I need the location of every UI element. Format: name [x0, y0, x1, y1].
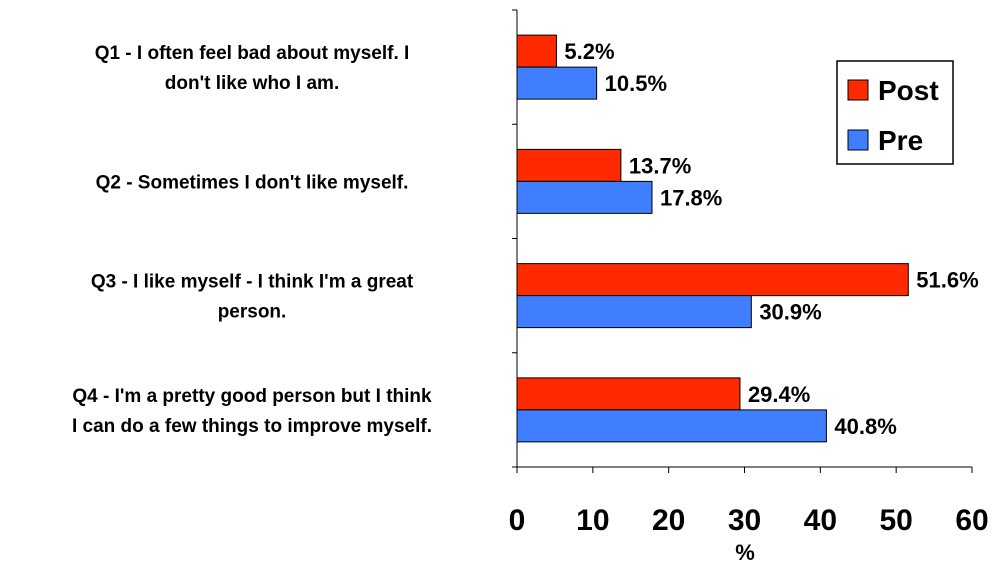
data-label: 10.5%	[605, 71, 667, 96]
x-tick-label: 30	[728, 504, 761, 537]
legend-swatch-pre	[847, 129, 869, 151]
bar-pre	[516, 66, 598, 100]
legend-swatch-post	[847, 79, 869, 101]
category-label-line: Q2 - Sometimes I don't like myself.	[96, 172, 409, 193]
data-label: 17.8%	[660, 185, 722, 210]
category-label-line: Q1 - I often feel bad about myself. I	[95, 43, 410, 64]
bar-pre	[516, 180, 653, 214]
category-label-line: don't like who I am.	[165, 73, 339, 94]
category-label-line: Q4 - I'm a pretty good person but I thin…	[72, 386, 432, 407]
bar-post	[516, 377, 741, 411]
category-label-line: person.	[218, 302, 287, 323]
x-tick-label: 0	[509, 504, 526, 537]
data-label: 29.4%	[748, 382, 810, 407]
x-tick-label: 20	[652, 504, 685, 537]
bar-pre	[516, 409, 827, 443]
data-label: 40.8%	[834, 414, 896, 439]
bar-post	[516, 34, 557, 68]
axes-layer	[512, 9, 973, 473]
bar-pre	[516, 295, 752, 329]
data-label: 13.7%	[629, 153, 691, 178]
labels-layer: 5.2% 10.5% Q1 - I often feel bad about mys…	[72, 39, 989, 537]
category-label: Q3 - I like myself - I think I'm a great…	[91, 272, 414, 323]
category-label: Q2 - Sometimes I don't like myself.	[96, 172, 409, 193]
x-tick-label: 40	[804, 504, 837, 537]
category-label-line: I can do a few things to improve myself.	[72, 416, 432, 437]
x-axis-title: %	[735, 540, 755, 565]
data-label: 30.9%	[759, 300, 821, 325]
category-label: Q4 - I'm a pretty good person but I thin…	[72, 386, 432, 437]
legend: Post Pre	[836, 60, 954, 165]
category-label: Q1 - I often feel bad about myself. I don…	[95, 43, 410, 94]
legend-label-post: Post	[878, 75, 939, 106]
x-tick-label: 50	[879, 504, 912, 537]
bar-post	[516, 148, 622, 182]
bars-layer	[516, 34, 909, 443]
x-tick-label: 10	[576, 504, 609, 537]
data-label: 51.6%	[916, 268, 978, 293]
legend-label-pre: Pre	[878, 125, 923, 156]
bar-post	[516, 263, 909, 297]
x-tick-label: 60	[955, 504, 988, 537]
category-label-line: Q3 - I like myself - I think I'm a great	[91, 272, 414, 293]
data-label: 5.2%	[564, 39, 614, 64]
